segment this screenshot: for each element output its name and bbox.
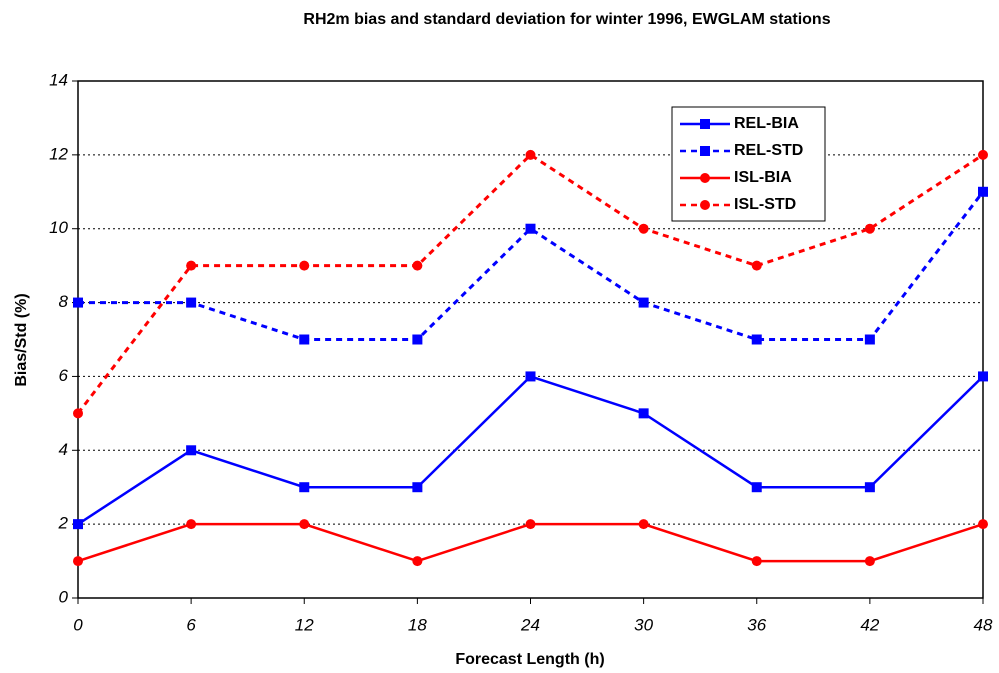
marker <box>978 519 988 530</box>
marker <box>978 149 988 160</box>
marker <box>864 556 875 567</box>
marker <box>412 260 423 271</box>
legend-marker <box>700 119 710 129</box>
x-tick-label: 42 <box>860 615 879 634</box>
series-line <box>77 522 984 563</box>
marker <box>299 260 310 271</box>
marker <box>525 371 536 382</box>
marker <box>412 334 423 345</box>
x-tick-label: 6 <box>186 615 196 634</box>
x-tick-label: 0 <box>73 615 83 634</box>
plot-border <box>77 80 984 599</box>
marker <box>73 519 83 530</box>
legend: REL-BIA REL-STD ISL-BIA ISL-STD <box>671 106 826 222</box>
y-tick-label: 2 <box>58 514 69 533</box>
y-tick-label: 14 <box>49 70 68 89</box>
marker <box>412 482 423 493</box>
marker <box>299 482 310 493</box>
x-tick-label: 36 <box>747 615 766 634</box>
x-tick-label: 24 <box>520 615 540 634</box>
marker <box>73 297 83 308</box>
y-tick-label: 0 <box>59 587 69 606</box>
marker <box>299 519 310 530</box>
marker <box>864 482 875 493</box>
marker <box>751 482 762 493</box>
marker <box>751 556 762 567</box>
x-tick-label: 30 <box>634 615 653 634</box>
marker <box>186 297 197 308</box>
marker <box>864 334 875 345</box>
legend-label: REL-STD <box>734 142 803 159</box>
y-tick-label: 10 <box>49 218 68 237</box>
marker <box>751 260 762 271</box>
marker <box>638 408 649 419</box>
marker <box>73 408 83 419</box>
marker <box>525 223 536 234</box>
x-axis-label: Forecast Length (h) <box>455 651 604 668</box>
legend-marker <box>700 173 710 183</box>
y-tick-label: 8 <box>59 292 69 311</box>
y-tick-label: 12 <box>49 144 68 163</box>
marker <box>638 297 649 308</box>
legend-label: ISL-STD <box>734 196 796 213</box>
series-line <box>76 152 984 415</box>
legend-box <box>671 106 826 222</box>
y-axis-label: Bias/Std (%) <box>13 293 30 386</box>
marker <box>978 186 988 197</box>
legend-marker <box>700 146 710 156</box>
marker <box>412 556 423 567</box>
marker <box>525 149 536 160</box>
marker <box>864 223 875 234</box>
marker <box>751 334 762 345</box>
marker <box>638 223 649 234</box>
marker <box>73 556 83 567</box>
x-tick-label: 18 <box>408 615 427 634</box>
marker <box>525 519 536 530</box>
marker <box>299 334 310 345</box>
legend-label: ISL-BIA <box>734 169 792 186</box>
marker <box>978 371 988 382</box>
marker <box>186 260 197 271</box>
y-tick-label: 6 <box>59 366 69 385</box>
x-tick-label: 12 <box>295 615 314 634</box>
marker <box>638 519 649 530</box>
marker <box>186 445 197 456</box>
marker <box>186 519 197 530</box>
legend-marker <box>700 200 710 210</box>
x-tick-label: 48 <box>974 615 993 634</box>
series-line <box>78 190 985 341</box>
chart-title: RH2m bias and standard deviation for win… <box>303 11 830 28</box>
y-tick-label: 4 <box>59 440 68 459</box>
legend-label: REL-BIA <box>734 115 799 132</box>
